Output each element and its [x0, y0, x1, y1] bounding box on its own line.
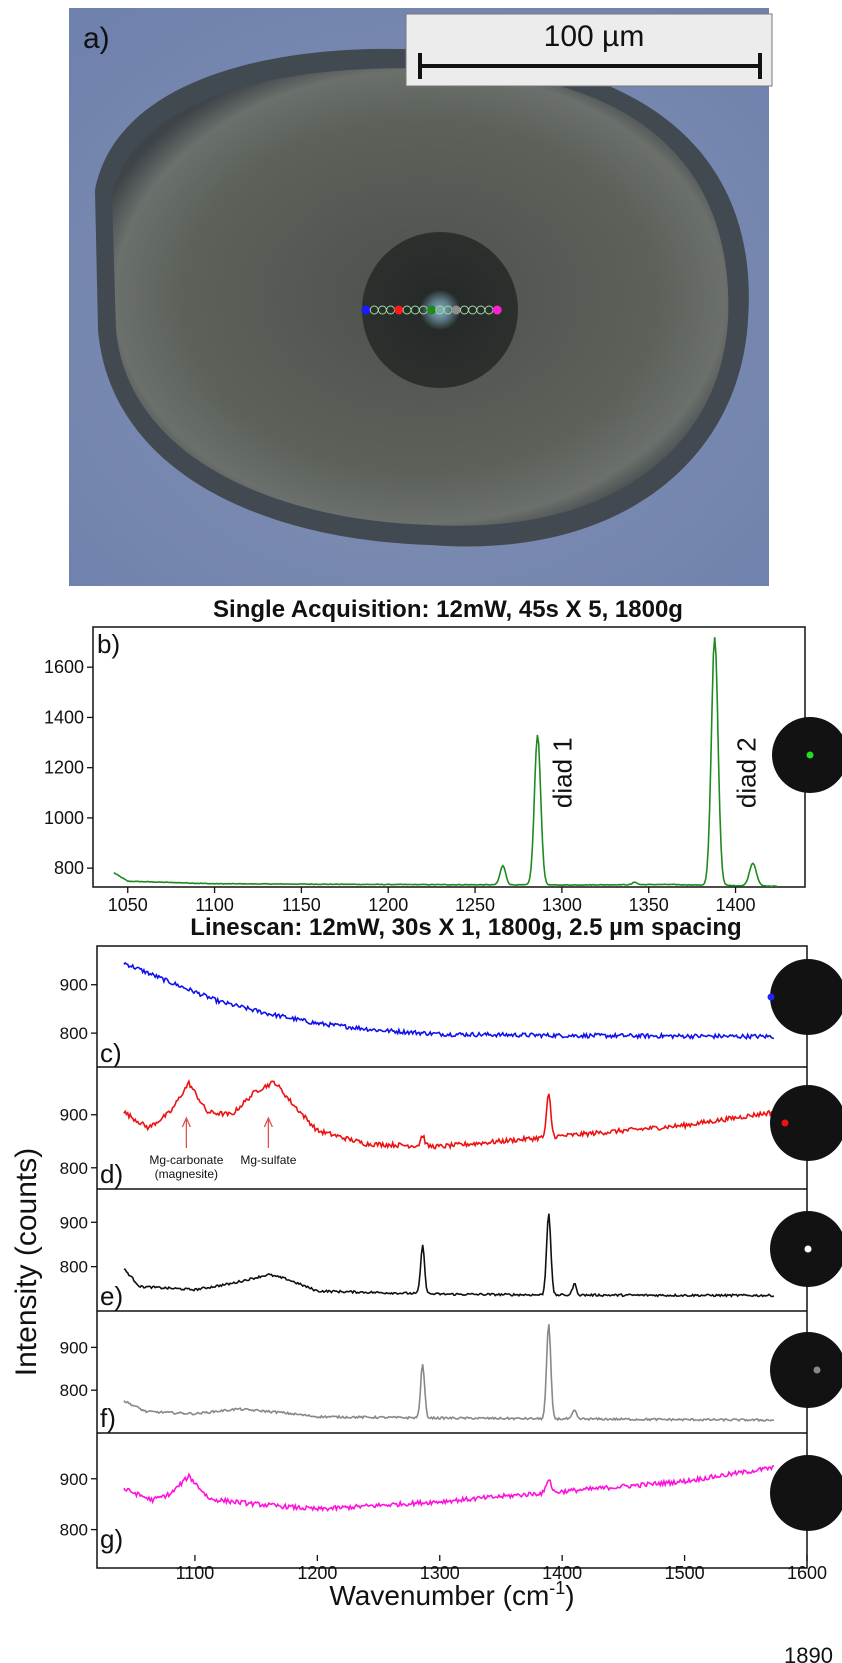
chart-linescan-title: Linescan: 12mW, 30s X 1, 1800g, 2.5 µm s… — [190, 914, 741, 941]
y-tick-label-b: 1400 — [44, 707, 84, 727]
y-tick-label-c: 800 — [60, 1024, 88, 1043]
y-tick-label-f: 800 — [60, 1381, 88, 1400]
panel-a-micrograph: a) 100 µm — [69, 8, 773, 586]
y-tick-label-b: 1600 — [44, 657, 84, 677]
spot-disk-d — [770, 1085, 842, 1161]
y-tick-label-g: 800 — [60, 1521, 88, 1540]
y-tick-label-b: 1200 — [44, 758, 84, 778]
x-axis-label: Wavenumber (cm-1) — [329, 1578, 574, 1611]
panel-d-label: d) — [100, 1159, 123, 1189]
x-tick-label-b: 1250 — [455, 895, 495, 915]
y-tick-label-b: 800 — [54, 858, 84, 878]
x-tick-label-b: 1100 — [195, 895, 234, 915]
annotation-magnesite: (magnesite) — [155, 1167, 218, 1181]
panel-e-label: e) — [100, 1281, 123, 1311]
x-tick-label-g: 1500 — [665, 1563, 705, 1583]
annotation-diad-1: diad 1 — [547, 737, 577, 808]
laser-spot — [361, 305, 371, 315]
linescan-frames — [96, 945, 808, 1569]
series-line-c — [123, 961, 774, 1041]
spot-dot-d — [781, 1119, 789, 1127]
x-tick-label-b: 1200 — [368, 895, 408, 915]
x-tick-label-g: 1200 — [297, 1563, 337, 1583]
chart-marks: 800 1000 1200 1400 1600 1050 1100 1150 1200 1250 1… — [44, 637, 842, 1583]
y-tick-label-e: 800 — [60, 1258, 88, 1277]
y-tick-label-g: 900 — [60, 1470, 88, 1489]
laser-spot-line — [361, 305, 502, 315]
spot-disk-f — [770, 1332, 842, 1408]
spot-dot-f — [813, 1366, 821, 1374]
y-tick-label-e: 900 — [60, 1213, 88, 1232]
arrow-mg-sulfate-head — [263, 1116, 273, 1128]
x-tick-label-g: 1600 — [787, 1563, 827, 1583]
scale-bar-label: 100 µm — [544, 20, 645, 53]
panel-f-label: f) — [100, 1403, 116, 1433]
x-tick-label-b: 1050 — [108, 895, 148, 915]
y-tick-label-d: 800 — [60, 1159, 88, 1178]
y-tick-label-b: 1000 — [44, 808, 84, 828]
series-line-d — [123, 1078, 775, 1150]
laser-spot — [451, 305, 461, 315]
annotation-diad-2: diad 2 — [732, 737, 762, 808]
x-tick-label-g: 1400 — [542, 1563, 582, 1583]
panel-c-label: c) — [100, 1038, 122, 1068]
x-tick-label-b: 1300 — [542, 895, 582, 915]
panel-b-label: b) — [97, 629, 120, 659]
x-tick-label-b: 1350 — [629, 895, 669, 915]
series-line-b — [113, 637, 778, 888]
series-line-f — [123, 1324, 774, 1423]
spot-disk-g — [770, 1455, 842, 1531]
x-tick-label-g: 1300 — [420, 1563, 460, 1583]
spot-dot-b — [806, 751, 814, 759]
series-line-g — [123, 1465, 775, 1513]
panel-b-chart: Single Acquisition: 12mW, 45s X 5, 1800g… — [92, 596, 806, 888]
scale-bar-box — [405, 13, 773, 87]
spot-dot-c — [767, 993, 775, 1001]
laser-spot — [427, 305, 437, 315]
scale-bar — [418, 53, 762, 79]
vapor-bubble — [362, 232, 518, 388]
laser-spot — [394, 305, 404, 315]
spot-dot-e — [804, 1245, 812, 1253]
y-tick-label-c: 900 — [60, 976, 88, 995]
x-tick-label-b: 1150 — [282, 895, 321, 915]
y-tick-label-f: 900 — [60, 1338, 88, 1357]
laser-spot — [492, 305, 502, 315]
annotation-mg-sulfate: Mg-sulfate — [240, 1153, 296, 1167]
panel-d-annotations: Mg-carbonate (magnesite) Mg-sulfate — [149, 1153, 296, 1181]
arrow-mg-carbonate-head — [181, 1116, 191, 1128]
x-tick-label-b: 1400 — [716, 895, 756, 915]
page-number: 1890 — [784, 1643, 833, 1663]
panel-g-label: g) — [100, 1524, 123, 1554]
series-line-e — [123, 1213, 775, 1298]
annotation-mg-carbonate: Mg-carbonate — [149, 1153, 223, 1167]
chart-b-title: Single Acquisition: 12mW, 45s X 5, 1800g — [213, 596, 683, 623]
spot-disk-c — [770, 959, 842, 1035]
chart-b-frame — [92, 626, 806, 888]
panel-a-label: a) — [83, 22, 110, 55]
x-tick-label-g: 1100 — [176, 1563, 215, 1583]
y-tick-label-d: 900 — [60, 1106, 88, 1125]
y-axis-label: Intensity (counts) — [10, 1148, 43, 1376]
